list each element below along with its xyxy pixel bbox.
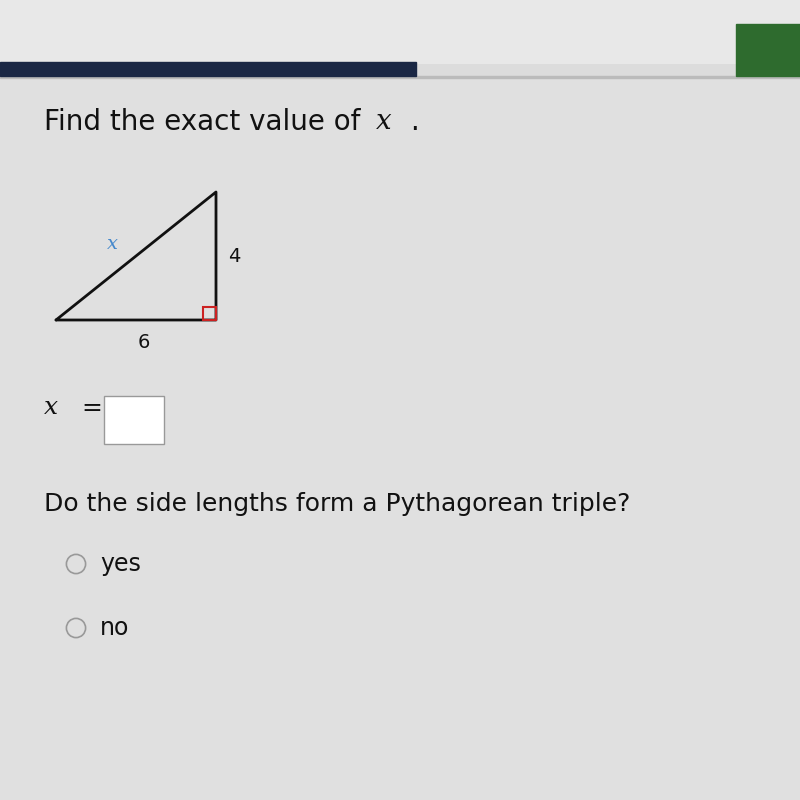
Text: x: x [376, 108, 392, 135]
Text: x: x [44, 397, 58, 419]
Text: Find the exact value of: Find the exact value of [44, 108, 370, 136]
Text: x: x [106, 235, 118, 253]
Text: =: = [74, 396, 103, 420]
Bar [0, 76, 800, 78]
Bar [736, 24, 800, 76]
Text: no: no [100, 616, 130, 640]
Bar [104, 396, 164, 444]
FancyBboxPatch shape [0, 0, 800, 64]
Text: 4: 4 [228, 246, 240, 266]
Bar [0, 62, 416, 76]
Text: 6: 6 [138, 333, 150, 352]
Text: .: . [402, 108, 419, 136]
Text: Do the side lengths form a Pythagorean triple?: Do the side lengths form a Pythagorean t… [44, 492, 630, 516]
Bar [203, 307, 216, 320]
Text: yes: yes [100, 552, 141, 576]
